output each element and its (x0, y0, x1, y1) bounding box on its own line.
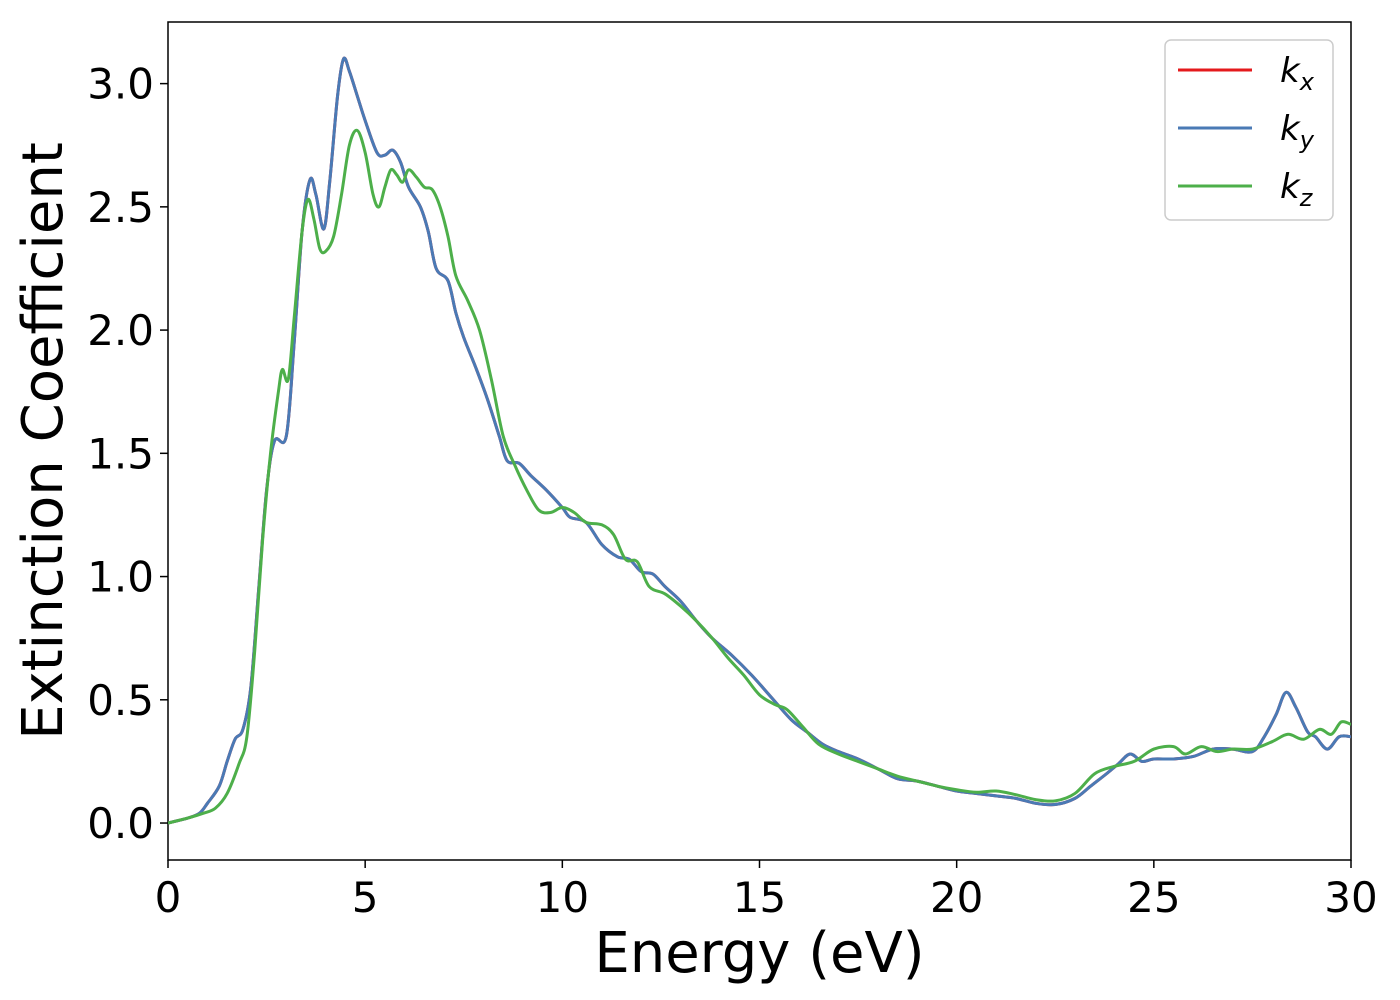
legend-label-kz: kz (1280, 167, 1314, 212)
legend-label-base: k (1280, 51, 1301, 91)
legend-box (1164, 39, 1334, 221)
x-tick-label: 10 (536, 873, 589, 922)
y-tick-label: 2.5 (87, 183, 154, 232)
y-tick-label: 1.0 (87, 553, 154, 602)
legend-label-base: k (1280, 109, 1301, 149)
series-line-kz (168, 128, 1351, 825)
legend-label-subscript: y (1299, 126, 1315, 154)
x-tick-label: 5 (352, 873, 379, 922)
x-tick-label: 25 (1127, 873, 1180, 922)
x-tick-label: 0 (155, 873, 182, 922)
x-tick-label: 15 (733, 873, 786, 922)
legend-label-subscript: x (1299, 68, 1315, 96)
legend-label-base: k (1280, 167, 1301, 207)
x-tick-label: 30 (1324, 873, 1377, 922)
x-axis-title: Energy (eV) (594, 921, 924, 986)
legend-label-subscript: z (1299, 184, 1314, 212)
y-axis-ticks: 0.0 0.5 1.0 1.5 2.0 2.5 3.0 (87, 60, 168, 848)
legend-label-kx: kx (1280, 51, 1315, 96)
series-line-ky (168, 56, 1351, 825)
x-axis-ticks: 0 5 10 15 20 25 30 (155, 860, 1378, 922)
series-lines (168, 56, 1351, 825)
y-tick-label: 0.5 (87, 676, 154, 725)
x-tick-label: 20 (930, 873, 983, 922)
y-tick-label: 3.0 (87, 60, 154, 109)
y-tick-label: 2.0 (87, 306, 154, 355)
y-tick-label: 0.0 (87, 799, 154, 848)
y-axis-title: Extinction Coefficient (11, 142, 76, 740)
y-tick-label: 1.5 (87, 429, 154, 478)
plot-area (167, 21, 1352, 861)
legend-label-ky: ky (1280, 109, 1315, 154)
